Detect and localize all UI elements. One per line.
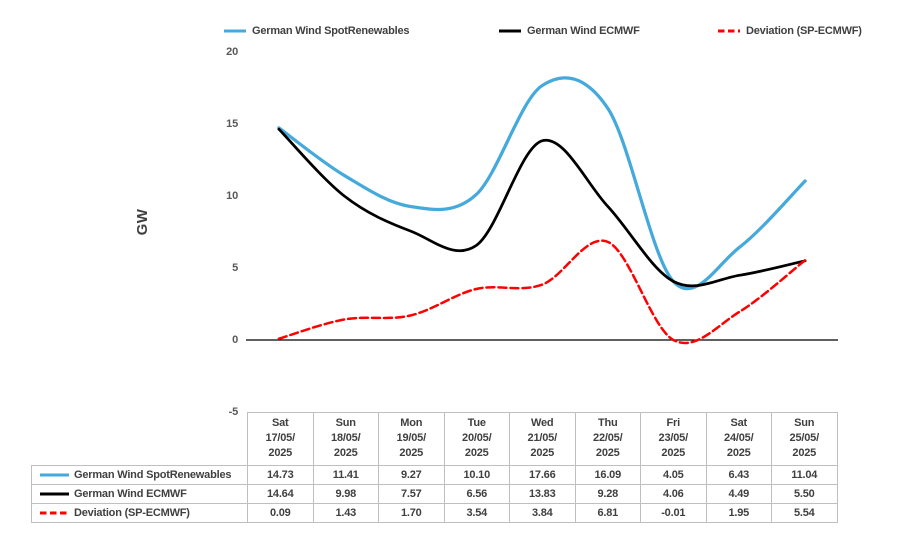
series-row-header: German Wind SpotRenewables [31,465,248,485]
table-row: Deviation (SP-ECMWF) 0.09 1.43 1.70 3.54 3.84… [31,503,838,523]
y-tick-label: 0 [232,334,238,346]
date-header-cell: Sun 25/05/ 2025 [771,412,838,466]
value-cell: 10.10 [443,465,510,485]
value-cell: 11.04 [771,465,838,485]
value-cell: 5.50 [771,484,838,504]
series-row-header: Deviation (SP-ECMWF) [31,503,248,523]
value-cell: 6.81 [574,503,641,523]
table-header-row: Sat 17/05/ 2025 Sun 18/05/ 2025 Mon 19/05/… [32,412,838,466]
value-cell: 3.54 [443,503,510,523]
y-tick-label: -5 [228,406,239,418]
date-header-cell: Sat 24/05/ 2025 [705,412,772,466]
value-cell: 13.83 [509,484,576,504]
y-tick-label: 10 [226,190,238,202]
series-row-label: Deviation (SP-ECMWF) [74,507,190,519]
value-cell: 9.28 [574,484,641,504]
value-cell: 17.66 [509,465,576,485]
value-cell: 4.05 [640,465,707,485]
legend-label: German Wind SpotRenewables [252,25,410,37]
series-row-label: German Wind SpotRenewables [74,469,232,481]
series-line-1 [277,76,807,291]
value-cell: 16.09 [574,465,641,485]
date-header-cell: Fri 23/05/ 2025 [640,412,707,466]
table-row: German Wind SpotRenewables 14.73 11.41 9.27… [31,465,838,485]
y-tick-label: 20 [226,46,238,58]
value-cell: 6.56 [443,484,510,504]
y-tick-label: 15 [226,118,238,130]
value-cell: -0.01 [640,503,707,523]
legend-line-marker-icon [40,511,69,515]
date-header-cell: Sun 18/05/ 2025 [312,412,379,466]
value-cell: 14.64 [247,484,314,504]
value-cell: 1.95 [705,503,772,523]
date-header-cell: Tue 20/05/ 2025 [443,412,510,466]
value-cell: 1.43 [312,503,379,523]
value-cell: 1.70 [378,503,445,523]
legend-line-marker-icon [224,29,246,33]
value-cell: 9.27 [378,465,445,485]
legend-item: German Wind ECMWF [498,25,640,37]
value-cell: 7.57 [378,484,445,504]
legend-line-marker-icon [40,473,69,477]
value-cell: 14.73 [247,465,314,485]
value-cell: 6.43 [705,465,772,485]
y-axis-title: GW [134,208,151,236]
value-cell: 0.09 [247,503,314,523]
value-cell: 4.06 [640,484,707,504]
legend-line-marker-icon [718,29,740,33]
legend-label: Deviation (SP-ECMWF) [746,25,862,37]
value-cell: 9.98 [312,484,379,504]
value-cell: 3.84 [509,503,576,523]
table-corner-cell [32,413,248,466]
legend-label: German Wind ECMWF [527,25,640,37]
value-cell: 11.41 [312,465,379,485]
date-header-cell: Wed 21/05/ 2025 [509,412,576,466]
y-tick-label: 5 [232,262,238,274]
value-cell: 5.54 [771,503,838,523]
series-row-header: German Wind ECMWF [31,484,248,504]
series-line-2 [277,127,807,288]
legend-item: Deviation (SP-ECMWF) [717,25,862,37]
date-header-cell: Thu 22/05/ 2025 [574,412,641,466]
legend-line-marker-icon [40,492,69,496]
data-table: Sat 17/05/ 2025 Sun 18/05/ 2025 Mon 19/05/… [31,412,838,523]
table-row: German Wind ECMWF 14.64 9.98 7.57 6.56 13.83 9… [31,484,838,504]
legend-item: German Wind SpotRenewables [223,25,409,37]
value-cell: 4.49 [705,484,772,504]
date-header-cell: Sat 17/05/ 2025 [247,412,314,466]
series-line-3 [277,239,807,345]
date-header-cell: Mon 19/05/ 2025 [378,412,445,466]
legend-line-marker-icon [499,29,521,33]
series-row-label: German Wind ECMWF [74,488,187,500]
